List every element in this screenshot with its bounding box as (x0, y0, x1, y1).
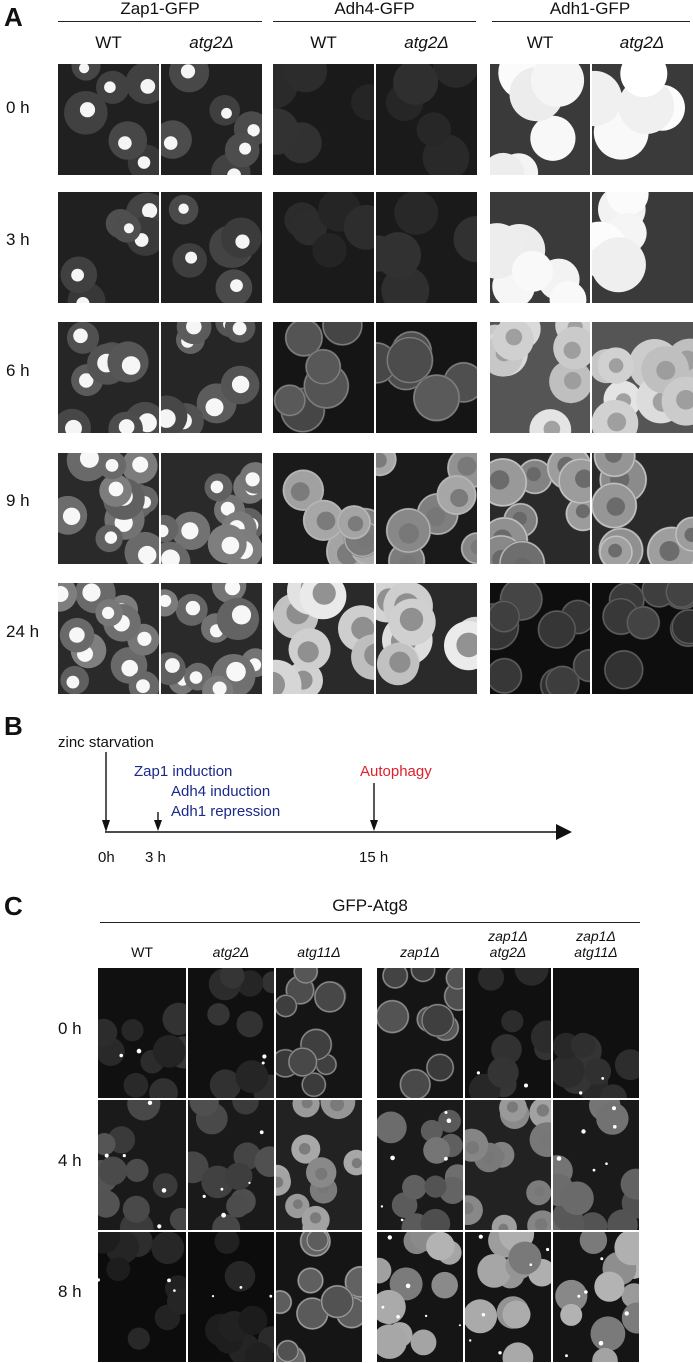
micrograph-gfp-atg8-atg11-0h (276, 968, 362, 1098)
tick-15h: 15 h (359, 849, 389, 866)
micrograph-gfp-atg8-wt-8h (98, 1232, 186, 1362)
micrograph-adh1-wt-24h (490, 583, 590, 694)
event-autophagy: Autophagy (360, 763, 432, 780)
panel-c-letter: C (4, 891, 23, 921)
c-row-label-4h: 4 h (58, 1151, 82, 1170)
micrograph-gfp-atg8-zap1-atg2-4h (465, 1100, 551, 1230)
tick-3h: 3 h (145, 849, 166, 866)
timeline-arrowhead (556, 824, 572, 840)
panel-a-letter: A (4, 2, 23, 32)
micrograph-adh4-atg2-6h (376, 322, 477, 433)
micrograph-zap1-atg2-9h (161, 453, 262, 564)
micrograph-gfp-atg8-zap1-8h (377, 1232, 463, 1362)
micrograph-adh1-wt-3h (490, 192, 590, 303)
group-title-adh4-gfp: Adh4-GFP (334, 0, 415, 18)
group-title-adh1-gfp: Adh1-GFP (549, 0, 631, 18)
tick-0h: 0h (98, 849, 115, 866)
micrograph-zap1-atg2-0h (161, 64, 262, 175)
micrograph-gfp-atg8-wt-0h (98, 968, 186, 1098)
micrograph-zap1-atg2-3h (161, 192, 262, 303)
event-zap1-induction: Zap1 induction (134, 763, 233, 780)
arrow-15h (370, 820, 378, 831)
micrograph-adh1-atg2-9h (592, 453, 693, 564)
micrograph-zap1-wt-3h (58, 192, 159, 303)
col-head-adh1-wt: WT (526, 33, 554, 52)
group-rule-adh1 (492, 21, 690, 22)
micrograph-zap1-wt-24h (58, 583, 159, 694)
group-rule-zap1 (58, 21, 262, 22)
micrograph-adh1-atg2-6h (592, 322, 693, 433)
micrograph-adh1-atg2-3h (592, 192, 693, 303)
c-row-label-0h: 0 h (58, 1019, 82, 1038)
c-col-head-atg11: atg11Δ (297, 944, 341, 960)
c-col-head-zap1-atg11-text: zap1Δ atg11Δ (574, 928, 618, 961)
micrograph-zap1-wt-6h (58, 322, 159, 433)
micrograph-gfp-atg8-atg2-8h (188, 1232, 274, 1362)
micrograph-zap1-atg2-24h (161, 583, 262, 694)
micrograph-zap1-wt-9h (58, 453, 159, 564)
micrograph-gfp-atg8-zap1-atg11-0h (553, 968, 639, 1098)
row-label-6h: 6 h (6, 361, 30, 380)
micrograph-adh1-wt-0h (490, 64, 590, 175)
arrow-0h (102, 820, 110, 832)
micrograph-gfp-atg8-zap1-atg2-8h (465, 1232, 551, 1362)
micrograph-adh1-atg2-24h (592, 583, 693, 694)
micrograph-gfp-atg8-atg11-8h (276, 1232, 362, 1362)
micrograph-zap1-wt-0h (58, 64, 159, 175)
event-adh4-induction: Adh4 induction (171, 783, 271, 800)
col-head-adh1-atg2: atg2Δ (619, 33, 665, 52)
panel-b-letter: B (4, 711, 23, 741)
micrograph-gfp-atg8-zap1-atg11-8h (553, 1232, 639, 1362)
timeline-arrows (102, 752, 572, 840)
group-rule-adh4 (273, 21, 476, 22)
micrograph-gfp-atg8-atg2-0h (188, 968, 274, 1098)
row-label-24h: 24 h (6, 622, 40, 641)
micrograph-adh1-wt-6h (490, 322, 590, 433)
event-zinc-starvation: zinc starvation (58, 734, 154, 751)
micrograph-gfp-atg8-zap1-0h (377, 968, 463, 1098)
event-adh1-repression: Adh1 repression (171, 803, 281, 820)
c-col-head-zap1-atg2-text: zap1Δ atg2Δ (488, 928, 528, 961)
micrograph-adh4-atg2-9h (376, 453, 477, 564)
micrograph-gfp-atg8-zap1-4h (377, 1100, 463, 1230)
col-head-zap1-atg2: atg2Δ (189, 33, 234, 52)
c-col-head-zap1-atg11: zap1Δ atg11Δ (553, 928, 639, 960)
micrograph-adh4-wt-3h (273, 192, 374, 303)
micrograph-zap1-atg2-6h (161, 322, 262, 433)
c-col-head-zap1: zap1Δ (400, 944, 440, 960)
micrograph-gfp-atg8-atg11-4h (276, 1100, 362, 1230)
group-title-zap1-gfp: Zap1-GFP (120, 0, 200, 18)
c-col-head-atg2: atg2Δ (212, 944, 250, 960)
col-head-adh4-atg2: atg2Δ (404, 33, 449, 52)
micrograph-adh4-wt-24h (273, 583, 374, 694)
col-head-zap1-wt: WT (95, 33, 122, 52)
micrograph-adh4-atg2-3h (376, 192, 477, 303)
micrograph-adh1-wt-9h (490, 453, 590, 564)
micrograph-adh4-wt-0h (273, 64, 374, 175)
row-label-0h: 0 h (6, 98, 30, 117)
panel-c-rule (100, 922, 640, 923)
micrograph-gfp-atg8-zap1-atg2-0h (465, 968, 551, 1098)
c-row-label-8h: 8 h (58, 1282, 82, 1301)
row-label-9h: 9 h (6, 491, 30, 510)
micrograph-adh4-wt-6h (273, 322, 374, 433)
micrograph-gfp-atg8-zap1-atg11-4h (553, 1100, 639, 1230)
arrow-3h (154, 820, 162, 831)
micrograph-gfp-atg8-wt-4h (98, 1100, 186, 1230)
row-label-3h: 3 h (6, 230, 30, 249)
micrograph-gfp-atg8-atg2-4h (188, 1100, 274, 1230)
micrograph-adh4-wt-9h (273, 453, 374, 564)
c-col-head-wt: WT (131, 944, 153, 960)
panel-c-title: GFP-Atg8 (332, 896, 408, 915)
micrograph-adh4-atg2-24h (376, 583, 477, 694)
col-head-adh4-wt: WT (310, 33, 337, 52)
micrograph-adh4-atg2-0h (376, 64, 477, 175)
micrograph-adh1-atg2-0h (592, 64, 693, 175)
c-col-head-zap1-atg2: zap1Δ atg2Δ (465, 928, 551, 960)
